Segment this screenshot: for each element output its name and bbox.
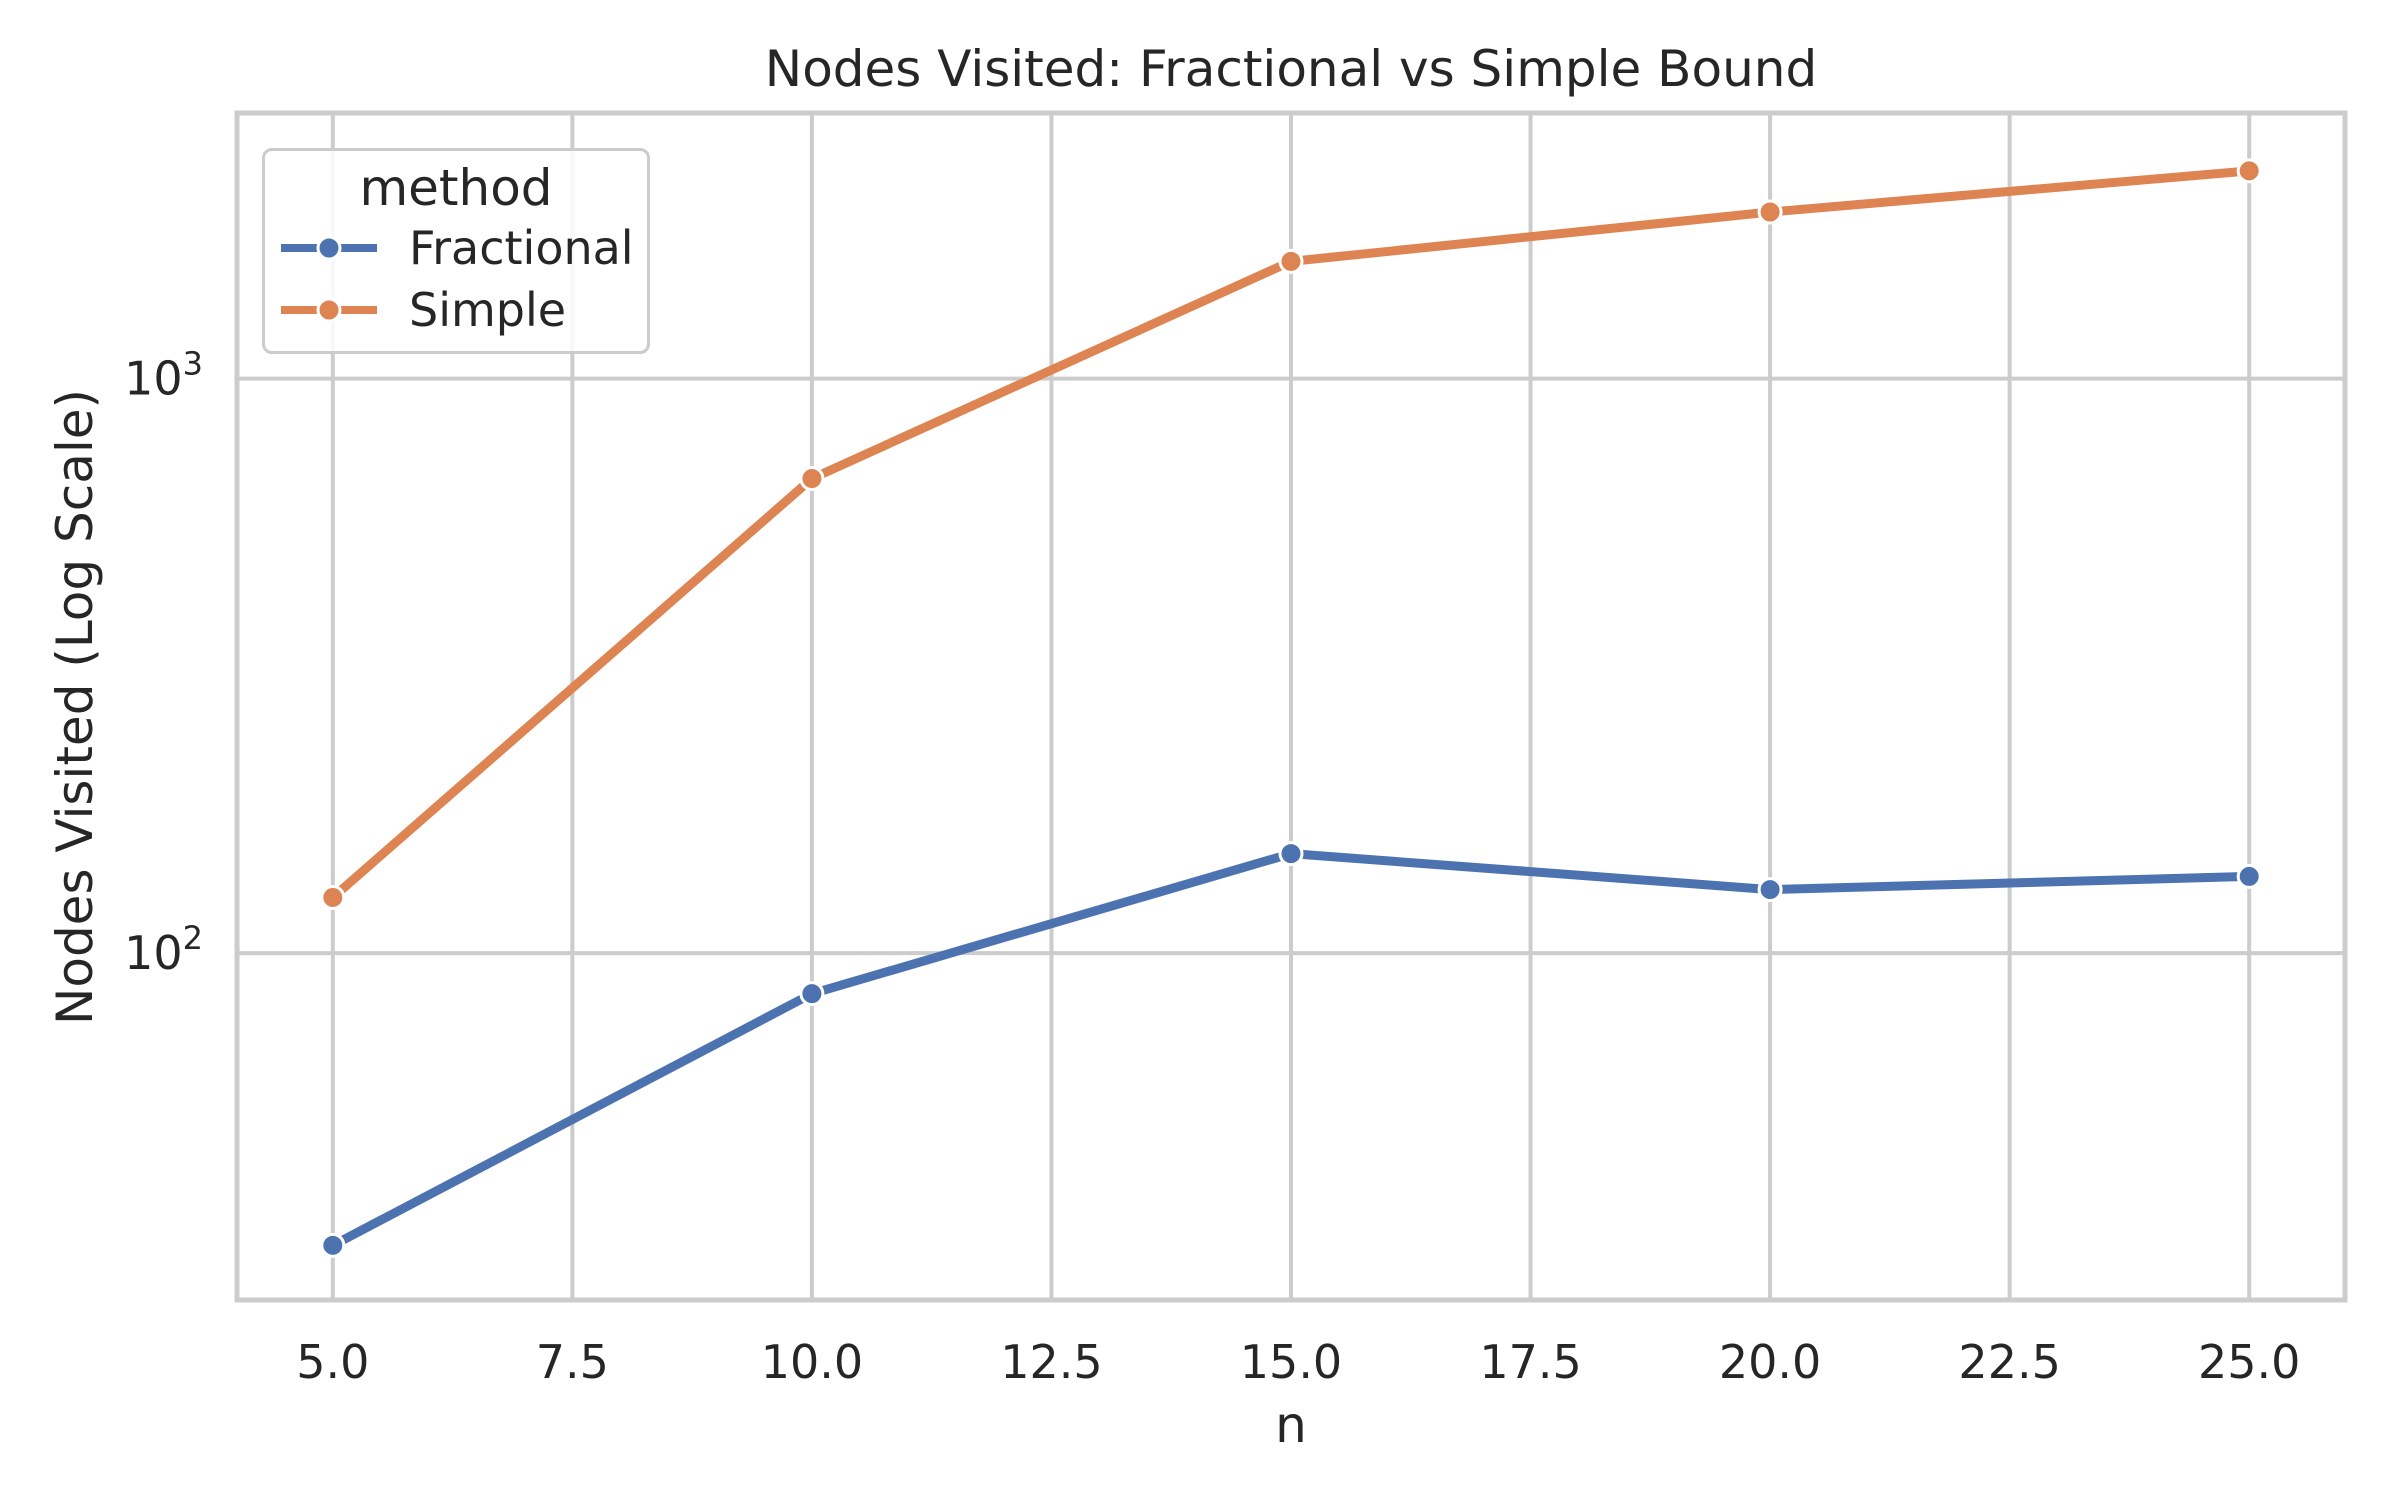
legend-entry-fractional: Fractional	[265, 217, 647, 279]
data-point-simple-n20	[1757, 199, 1783, 225]
x-tick-label: 25.0	[2198, 1335, 2300, 1389]
y-axis-label: Nodes Visited (Log Scale)	[46, 389, 104, 1025]
data-point-simple-n10	[799, 466, 825, 492]
x-axis-label: n	[1275, 1396, 1307, 1454]
x-tick-label: 15.0	[1240, 1335, 1342, 1389]
series-layer	[320, 158, 2262, 1258]
data-point-simple-n25	[2236, 158, 2262, 184]
tick-labels: 5.0 7.5 10.0 12.5 15.0 17.5 20.0 22.5 25.0 102 103	[124, 345, 2300, 1389]
plot-border	[234, 110, 2348, 1303]
data-point-simple-n15	[1278, 248, 1304, 274]
data-point-simple-n5	[320, 884, 346, 910]
data-point-fractional-n20	[1757, 877, 1783, 903]
y-tick-label: 103	[124, 345, 203, 406]
x-tick-label: 22.5	[1958, 1335, 2060, 1389]
legend-label-simple: Simple	[409, 283, 567, 337]
x-tick-label: 7.5	[536, 1335, 609, 1389]
data-point-fractional-n15	[1278, 841, 1304, 867]
legend-label-fractional: Fractional	[409, 221, 634, 275]
chart-title: Nodes Visited: Fractional vs Simple Boun…	[765, 40, 1817, 98]
legend-marker-fractional-icon	[281, 235, 377, 261]
x-tick-label: 5.0	[296, 1335, 369, 1389]
x-tick-label: 12.5	[1000, 1335, 1102, 1389]
legend: method Fractional Simple	[262, 148, 650, 354]
data-point-fractional-n5	[320, 1232, 346, 1258]
legend-title: method	[359, 159, 553, 217]
x-tick-label: 20.0	[1719, 1335, 1821, 1389]
y-tick-label: 102	[124, 919, 203, 980]
data-point-fractional-n10	[799, 981, 825, 1007]
legend-marker-simple-icon	[281, 297, 377, 323]
data-point-fractional-n25	[2236, 863, 2262, 889]
x-tick-label: 17.5	[1479, 1335, 1581, 1389]
x-tick-label: 10.0	[761, 1335, 863, 1389]
legend-entry-simple: Simple	[265, 279, 647, 341]
